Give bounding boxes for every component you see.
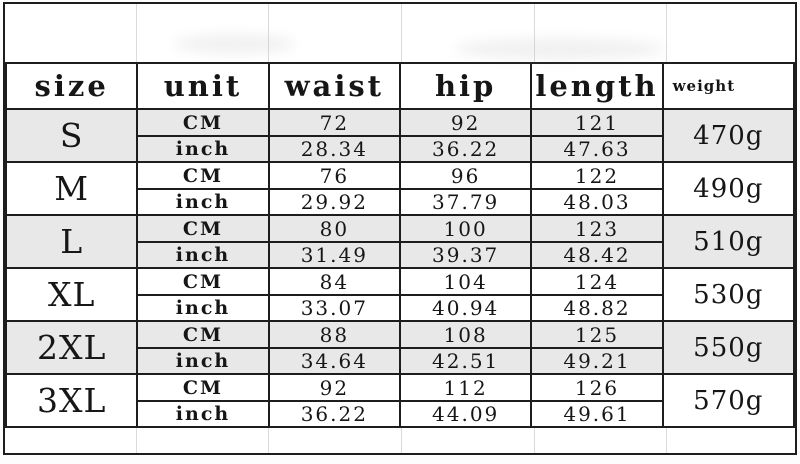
scan-gridline bbox=[401, 4, 402, 62]
waist-inch-cell: 34.64 bbox=[267, 347, 401, 375]
table-row: inch 33.07 40.94 48.82 bbox=[6, 294, 794, 322]
scan-gridline bbox=[534, 4, 535, 62]
scan-gridline bbox=[401, 428, 402, 453]
unit-cell: inch bbox=[136, 241, 270, 269]
scan-margin-top bbox=[5, 4, 795, 62]
length-inch-cell: 49.21 bbox=[530, 347, 664, 375]
length-inch-cell: 47.63 bbox=[530, 135, 664, 163]
scan-gridline bbox=[666, 4, 667, 62]
unit-cell: CM bbox=[136, 267, 270, 296]
header-cell-unit: unit bbox=[136, 62, 270, 110]
header-row: size unit waist hip length weight bbox=[4, 62, 796, 110]
unit-cell: CM bbox=[136, 108, 270, 137]
hip-cm-cell: 112 bbox=[398, 373, 533, 402]
weight-cell: 510g bbox=[661, 214, 796, 269]
unit-cell: inch bbox=[136, 188, 270, 216]
length-inch-cell: 48.42 bbox=[530, 241, 664, 269]
weight-cell: 470g bbox=[661, 108, 796, 163]
hip-cm-cell: 108 bbox=[398, 320, 533, 349]
weight-cell: 490g bbox=[661, 161, 796, 216]
hip-inch-cell: 37.79 bbox=[398, 188, 533, 216]
table-row: S CM 72 92 121 470g bbox=[4, 108, 796, 163]
header-cell-size: size bbox=[4, 62, 139, 110]
table-row: XL CM 84 104 124 530g bbox=[4, 267, 796, 322]
scan-artifact bbox=[455, 38, 665, 60]
table-row: inch 36.22 44.09 49.61 bbox=[6, 400, 794, 428]
size-cell: L bbox=[4, 214, 139, 269]
waist-inch-cell: 36.22 bbox=[267, 400, 401, 428]
scan-gridline bbox=[136, 4, 137, 62]
scan-gridline bbox=[268, 4, 269, 62]
scan-gridline bbox=[268, 428, 269, 453]
weight-cell: 550g bbox=[661, 320, 796, 375]
waist-inch-cell: 29.92 bbox=[267, 188, 401, 216]
length-cm-cell: 121 bbox=[530, 108, 664, 137]
unit-cell: CM bbox=[136, 373, 270, 402]
size-cell: XL bbox=[4, 267, 139, 322]
scan-margin-bottom bbox=[5, 428, 795, 453]
hip-cm-cell: 92 bbox=[398, 108, 533, 137]
waist-cm-cell: 88 bbox=[267, 320, 401, 349]
scan-gridline bbox=[534, 428, 535, 453]
size-cell: S bbox=[4, 108, 139, 163]
table-row: M CM 76 96 122 490g bbox=[4, 161, 796, 216]
weight-cell: 570g bbox=[661, 373, 796, 428]
unit-cell: inch bbox=[136, 347, 270, 375]
length-cm-cell: 123 bbox=[530, 214, 664, 243]
size-chart-frame: size unit waist hip length weight S CM 7… bbox=[3, 2, 797, 455]
scan-artifact bbox=[175, 34, 295, 54]
hip-cm-cell: 100 bbox=[398, 214, 533, 243]
unit-cell: inch bbox=[136, 135, 270, 163]
unit-cell: inch bbox=[136, 400, 270, 428]
hip-cm-cell: 96 bbox=[398, 161, 533, 190]
table-row: 2XL CM 88 108 125 550g bbox=[4, 320, 796, 375]
table-row: L CM 80 100 123 510g bbox=[4, 214, 796, 269]
waist-inch-cell: 28.34 bbox=[267, 135, 401, 163]
length-inch-cell: 48.03 bbox=[530, 188, 664, 216]
header-cell-waist: waist bbox=[267, 62, 401, 110]
waist-cm-cell: 72 bbox=[267, 108, 401, 137]
scan-gridline bbox=[666, 428, 667, 453]
hip-cm-cell: 104 bbox=[398, 267, 533, 296]
length-inch-cell: 48.82 bbox=[530, 294, 664, 322]
scan-gridline bbox=[136, 428, 137, 453]
unit-cell: CM bbox=[136, 214, 270, 243]
waist-cm-cell: 92 bbox=[267, 373, 401, 402]
header-cell-hip: hip bbox=[398, 62, 533, 110]
weight-cell: 530g bbox=[661, 267, 796, 322]
size-cell: 3XL bbox=[4, 373, 139, 428]
hip-inch-cell: 44.09 bbox=[398, 400, 533, 428]
waist-inch-cell: 31.49 bbox=[267, 241, 401, 269]
table-row: inch 34.64 42.51 49.21 bbox=[6, 347, 794, 375]
waist-cm-cell: 76 bbox=[267, 161, 401, 190]
unit-cell: inch bbox=[136, 294, 270, 322]
hip-inch-cell: 39.37 bbox=[398, 241, 533, 269]
unit-cell: CM bbox=[136, 320, 270, 349]
table-row: inch 28.34 36.22 47.63 bbox=[6, 135, 794, 163]
table-row: inch 29.92 37.79 48.03 bbox=[6, 188, 794, 216]
table-row: 3XL CM 92 112 126 570g bbox=[4, 373, 796, 428]
length-cm-cell: 125 bbox=[530, 320, 664, 349]
waist-inch-cell: 33.07 bbox=[267, 294, 401, 322]
size-chart-table: size unit waist hip length weight S CM 7… bbox=[4, 62, 796, 428]
table-header: size unit waist hip length weight bbox=[4, 62, 796, 110]
waist-cm-cell: 80 bbox=[267, 214, 401, 243]
size-cell: M bbox=[4, 161, 139, 216]
length-cm-cell: 126 bbox=[530, 373, 664, 402]
header-cell-weight: weight bbox=[661, 62, 796, 110]
size-cell: 2XL bbox=[4, 320, 139, 375]
length-inch-cell: 49.61 bbox=[530, 400, 664, 428]
hip-inch-cell: 36.22 bbox=[398, 135, 533, 163]
hip-inch-cell: 42.51 bbox=[398, 347, 533, 375]
waist-cm-cell: 84 bbox=[267, 267, 401, 296]
table-row: inch 31.49 39.37 48.42 bbox=[6, 241, 794, 269]
length-cm-cell: 122 bbox=[530, 161, 664, 190]
length-cm-cell: 124 bbox=[530, 267, 664, 296]
unit-cell: CM bbox=[136, 161, 270, 190]
header-cell-length: length bbox=[530, 62, 664, 110]
hip-inch-cell: 40.94 bbox=[398, 294, 533, 322]
